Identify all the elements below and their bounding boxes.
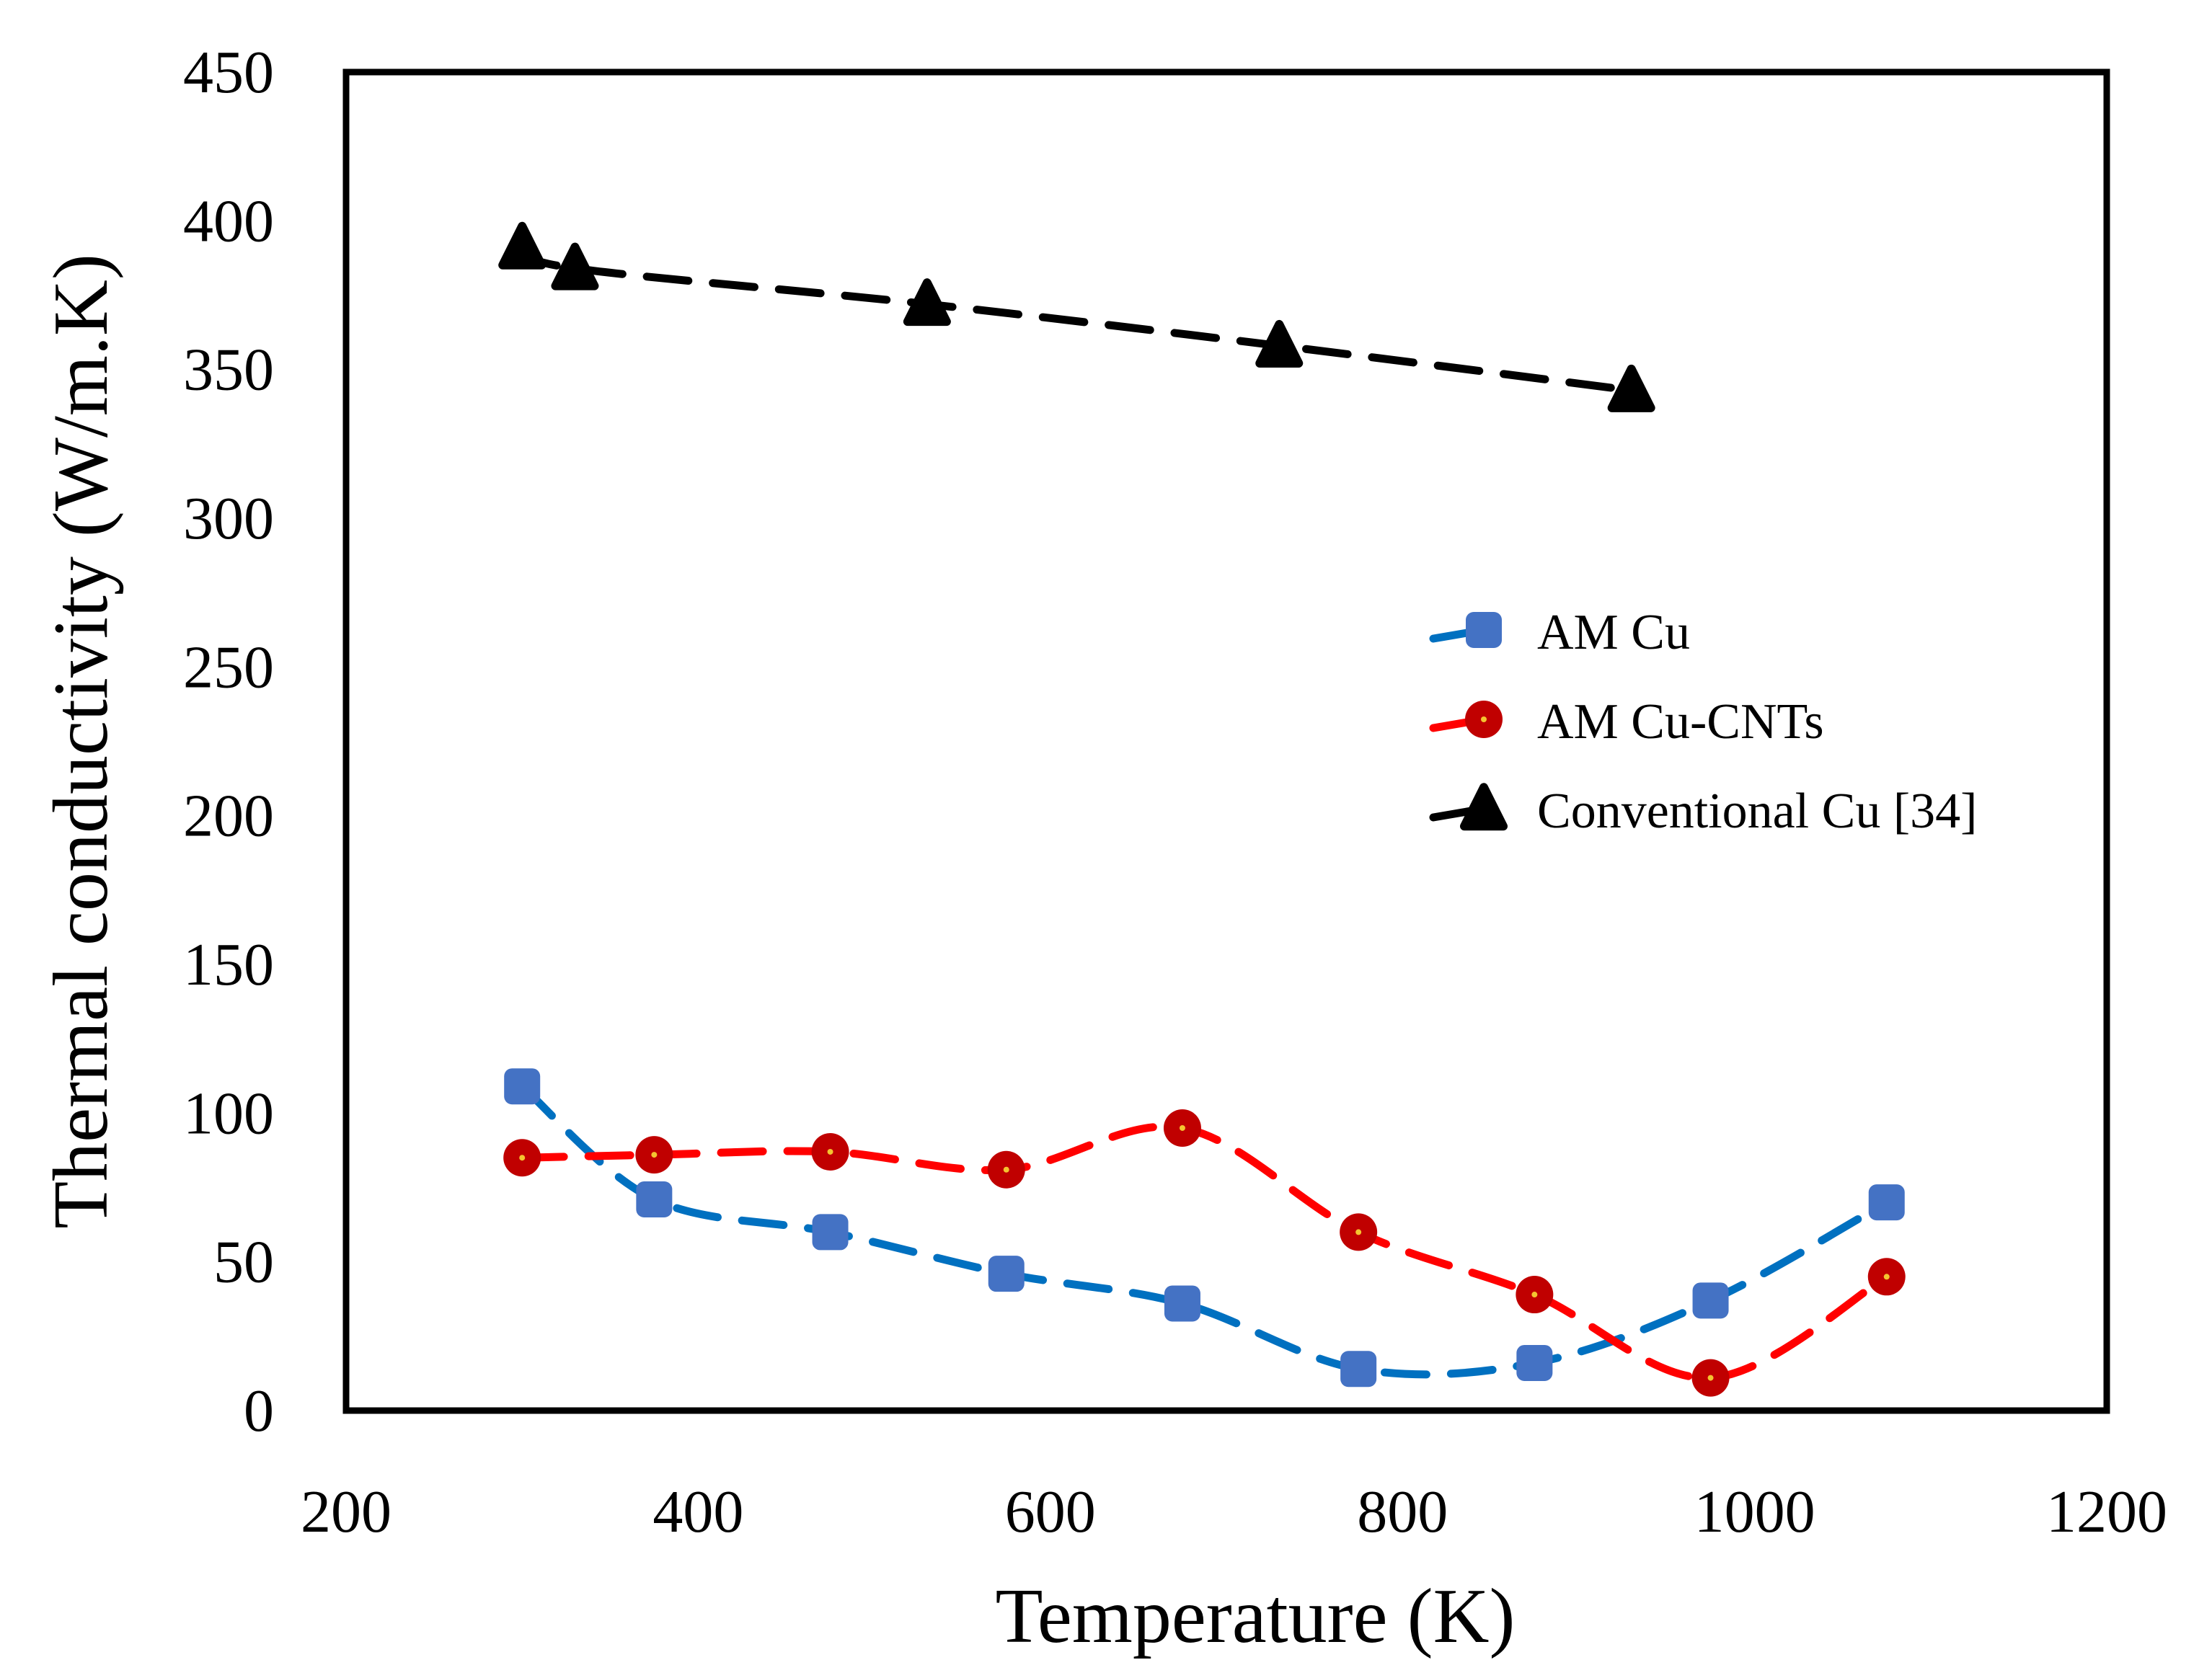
data-point-conventional-cu <box>903 278 951 327</box>
legend-label-am-cu: AM Cu <box>1537 605 1690 660</box>
legend-marker-conventional-cu <box>1460 783 1508 831</box>
data-point-am-cu-cnts <box>1340 1213 1378 1251</box>
series-conventional-cu <box>498 221 1655 412</box>
data-point-am-cu-cnts-center <box>651 1152 658 1158</box>
legend-label-am-cu-cnts: AM Cu-CNTs <box>1537 694 1824 750</box>
data-point-am-cu <box>504 1068 541 1105</box>
legend-item-conventional-cu: Conventional Cu [34] <box>1429 783 1977 839</box>
data-point-am-cu <box>636 1181 673 1218</box>
data-point-am-cu-cnts-center <box>519 1155 526 1161</box>
y-tick-label: 250 <box>183 634 274 701</box>
plot-area <box>498 221 1906 1397</box>
data-point-conventional-cu <box>498 221 547 270</box>
data-point-am-cu-cnts <box>635 1136 673 1174</box>
data-point-am-cu-cnts-center <box>1003 1166 1009 1173</box>
data-point-conventional-cu <box>1607 364 1655 412</box>
series-line-conventional-cu <box>518 243 1636 395</box>
plot-frame <box>342 68 2110 1414</box>
x-tick-label: 1000 <box>1694 1478 1815 1545</box>
y-tick-label: 200 <box>183 783 274 850</box>
data-point-am-cu-cnts <box>1163 1109 1201 1147</box>
series-line-am-cu-cnts <box>518 1122 1891 1382</box>
legend-marker-am-cu-cnts-center <box>1481 716 1487 722</box>
y-tick-label: 100 <box>183 1080 274 1147</box>
data-point-am-cu-cnts-center <box>827 1148 833 1155</box>
data-point-am-cu-cnts <box>1691 1359 1730 1397</box>
data-point-am-cu <box>1340 1351 1377 1388</box>
legend: AM Cu AM Cu-CNTs Conventional Cu [34] <box>1429 605 1977 839</box>
axes: 0 50 100 150 200 250 300 350 400 450 200 400 600 800 1… <box>38 39 2167 1659</box>
data-point-am-cu <box>1692 1282 1729 1319</box>
x-tick-label: 600 <box>1005 1478 1096 1545</box>
data-point-am-cu-cnts <box>503 1139 541 1177</box>
legend-item-am-cu: AM Cu <box>1429 605 1690 660</box>
x-tick-label: 800 <box>1357 1478 1448 1545</box>
data-point-am-cu-cnts-center <box>1179 1124 1185 1131</box>
series-am-cu <box>504 1068 1905 1388</box>
y-tick-label: 300 <box>183 485 274 552</box>
y-tick-label: 350 <box>183 337 274 404</box>
x-axis-title: Temperature (K) <box>995 1573 1515 1659</box>
data-point-am-cu-cnts-center <box>1707 1375 1714 1381</box>
data-point-am-cu-cnts <box>811 1132 849 1171</box>
y-tick-label: 450 <box>183 39 274 106</box>
series-line-am-cu <box>518 1082 1891 1379</box>
data-point-am-cu-cnts <box>987 1150 1025 1189</box>
legend-marker-am-cu-cnts <box>1465 701 1503 738</box>
legend-item-am-cu-cnts: AM Cu-CNTs <box>1429 694 1824 750</box>
x-tick-label: 1200 <box>2046 1478 2167 1545</box>
data-point-am-cu-cnts <box>1516 1276 1554 1314</box>
data-point-am-cu <box>1516 1344 1553 1381</box>
legend-marker-am-cu <box>1466 612 1502 648</box>
data-point-am-cu <box>988 1256 1025 1292</box>
data-point-am-cu <box>1164 1285 1200 1322</box>
data-point-am-cu-cnts-center <box>1883 1274 1890 1280</box>
legend-label-conventional-cu: Conventional Cu [34] <box>1537 783 1977 839</box>
data-point-am-cu <box>812 1214 849 1251</box>
data-point-am-cu-cnts <box>1867 1258 1906 1296</box>
data-point-conventional-cu <box>551 242 599 290</box>
y-tick-label: 150 <box>183 931 274 998</box>
y-axis-title: Thermal conductivity (W/m.K) <box>38 254 124 1229</box>
data-point-am-cu-cnts-center <box>1531 1292 1538 1298</box>
data-point-am-cu <box>1868 1184 1905 1221</box>
y-tick-label: 0 <box>244 1377 274 1444</box>
x-tick-label: 400 <box>652 1478 743 1545</box>
y-tick-label: 400 <box>183 187 274 254</box>
x-tick-label: 200 <box>301 1478 391 1545</box>
data-point-conventional-cu <box>1255 319 1304 368</box>
data-point-am-cu-cnts-center <box>1355 1229 1362 1235</box>
y-tick-label: 50 <box>213 1229 274 1296</box>
series-am-cu-cnts <box>503 1109 1906 1397</box>
